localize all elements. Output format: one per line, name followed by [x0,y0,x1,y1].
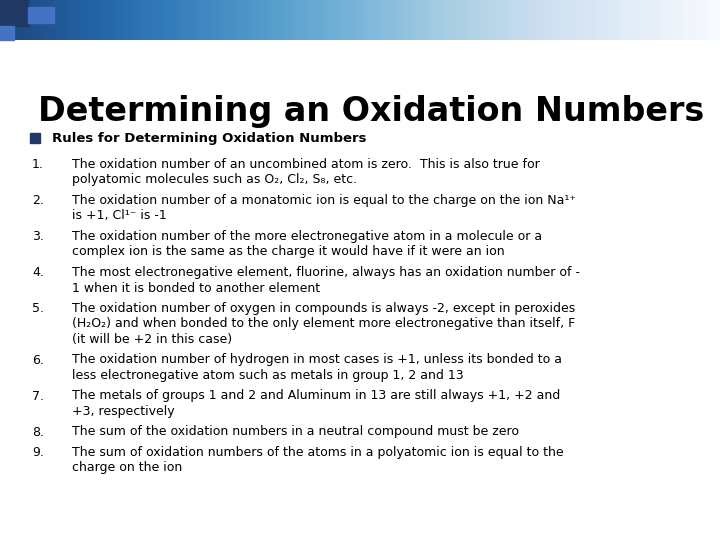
Bar [28,7,54,23]
Text: 9.: 9. [32,446,44,459]
Text: 6.: 6. [32,354,44,367]
Text: 4.: 4. [32,266,44,279]
Text: The most electronegative element, fluorine, always has an oxidation number of -: The most electronegative element, fluori… [72,266,580,279]
Text: 3.: 3. [32,230,44,243]
Bar [30,133,40,143]
Text: 2.: 2. [32,194,44,207]
Text: The sum of the oxidation numbers in a neutral compound must be zero: The sum of the oxidation numbers in a ne… [72,426,519,438]
Text: The oxidation number of oxygen in compounds is always -2, except in peroxides: The oxidation number of oxygen in compou… [72,302,575,315]
Bar [0,26,14,40]
Text: Determining an Oxidation Numbers: Determining an Oxidation Numbers [38,95,704,128]
Text: The oxidation number of a monatomic ion is equal to the charge on the ion Na¹⁺: The oxidation number of a monatomic ion … [72,194,576,207]
Text: The oxidation number of the more electronegative atom in a molecule or a: The oxidation number of the more electro… [72,230,542,243]
Text: charge on the ion: charge on the ion [72,462,182,475]
Text: less electronegative atom such as metals in group 1, 2 and 13: less electronegative atom such as metals… [72,369,464,382]
Text: The oxidation number of hydrogen in most cases is +1, unless its bonded to a: The oxidation number of hydrogen in most… [72,354,562,367]
Text: The metals of groups 1 and 2 and Aluminum in 13 are still always +1, +2 and: The metals of groups 1 and 2 and Aluminu… [72,389,560,402]
Text: 1 when it is bonded to another element: 1 when it is bonded to another element [72,281,320,294]
Bar [0,0,28,26]
Text: 8.: 8. [32,426,44,438]
Text: (H₂O₂) and when bonded to the only element more electronegative than itself, F: (H₂O₂) and when bonded to the only eleme… [72,318,575,330]
Text: Rules for Determining Oxidation Numbers: Rules for Determining Oxidation Numbers [52,132,366,145]
Text: 1.: 1. [32,158,44,171]
Text: (it will be +2 in this case): (it will be +2 in this case) [72,333,232,346]
Text: The oxidation number of an uncombined atom is zero.  This is also true for: The oxidation number of an uncombined at… [72,158,540,171]
Text: +3, respectively: +3, respectively [72,405,175,418]
Text: 5.: 5. [32,302,44,315]
Text: complex ion is the same as the charge it would have if it were an ion: complex ion is the same as the charge it… [72,246,505,259]
Text: The sum of oxidation numbers of the atoms in a polyatomic ion is equal to the: The sum of oxidation numbers of the atom… [72,446,564,459]
Text: is +1, Cl¹⁻ is -1: is +1, Cl¹⁻ is -1 [72,210,167,222]
Text: polyatomic molecules such as O₂, Cl₂, S₈, etc.: polyatomic molecules such as O₂, Cl₂, S₈… [72,173,357,186]
Text: 7.: 7. [32,389,44,402]
